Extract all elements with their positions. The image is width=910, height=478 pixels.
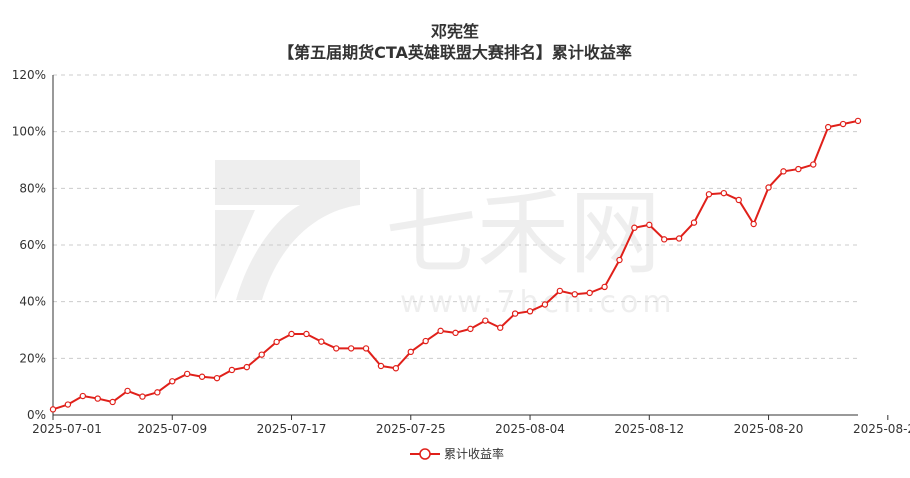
data-point[interactable] (541, 301, 549, 308)
data-point[interactable] (273, 338, 280, 346)
data-point[interactable] (780, 168, 787, 175)
svg-text:www.7hcn.com: www.7hcn.com (400, 285, 676, 320)
data-point[interactable] (571, 291, 578, 298)
data-point[interactable] (169, 378, 176, 385)
data-point[interactable] (49, 406, 57, 413)
data-point[interactable] (183, 370, 191, 378)
data-point[interactable] (124, 387, 131, 395)
data-point[interactable] (422, 337, 429, 345)
legend[interactable]: 累计收益率 (410, 446, 504, 461)
x-tick-label: 2025-07-17 (257, 422, 327, 436)
legend-label: 累计收益率 (444, 446, 504, 461)
data-point[interactable] (631, 224, 638, 231)
data-point[interactable] (586, 289, 593, 297)
data-point[interactable] (333, 345, 340, 352)
data-point[interactable] (839, 120, 847, 128)
x-tick-label: 2025-07-09 (137, 422, 207, 436)
data-point[interactable] (377, 362, 385, 370)
data-point[interactable] (213, 374, 221, 382)
grid-lines (53, 74, 858, 359)
data-point[interactable] (154, 389, 161, 396)
data-point[interactable] (556, 287, 564, 295)
y-tick-label: 120% (12, 68, 46, 82)
data-point[interactable] (109, 398, 116, 406)
data-point[interactable] (735, 196, 742, 204)
data-point[interactable] (94, 395, 101, 402)
data-point[interactable] (616, 256, 623, 264)
watermark-logo: 七禾网 www.7hcn.com (215, 160, 676, 320)
chart-title: 邓宪笙 (431, 22, 479, 41)
data-point[interactable] (64, 401, 72, 408)
data-point[interactable] (318, 338, 325, 345)
data-point[interactable] (258, 351, 265, 358)
data-point[interactable] (824, 123, 832, 131)
y-tick-label: 20% (19, 351, 46, 365)
y-tick-label: 80% (19, 181, 46, 195)
data-point[interactable] (690, 219, 698, 226)
x-tick-label: 2025-08-04 (495, 422, 565, 436)
y-axis-ticks: 0% 20% 40% 60% 80% 100% 120% (12, 68, 46, 422)
series-layer (49, 117, 862, 413)
x-tick-label: 2025-07-01 (32, 422, 102, 436)
svg-text:七禾网: 七禾网 (385, 180, 661, 287)
data-point[interactable] (482, 317, 489, 324)
y-tick-label: 40% (19, 295, 46, 309)
x-tick-label: 2025-08-20 (734, 422, 804, 436)
x-tick-label: 2025-08-12 (614, 422, 684, 436)
data-point[interactable] (362, 345, 370, 352)
data-point[interactable] (303, 330, 310, 338)
data-point[interactable] (765, 184, 772, 191)
data-point[interactable] (347, 345, 355, 352)
data-point[interactable] (854, 117, 862, 125)
chart-subtitle: 【第五届期货CTA英雄联盟大赛排名】累计收益率 (278, 43, 632, 62)
y-tick-label: 100% (12, 125, 46, 139)
x-tick-label: 2025-08-28 (853, 422, 910, 436)
y-tick-label: 0% (27, 408, 46, 422)
data-point[interactable] (750, 220, 757, 228)
data-point[interactable] (79, 392, 87, 400)
data-point[interactable] (526, 308, 534, 315)
data-point[interactable] (497, 324, 504, 331)
data-point[interactable] (228, 366, 236, 374)
x-tick-label: 2025-07-25 (376, 422, 446, 436)
data-point[interactable] (661, 236, 668, 243)
data-point[interactable] (675, 235, 683, 242)
data-point[interactable] (243, 363, 250, 371)
data-point[interactable] (407, 348, 414, 356)
data-point[interactable] (720, 189, 728, 197)
data-point[interactable] (467, 325, 474, 333)
data-point[interactable] (198, 373, 206, 380)
data-point[interactable] (288, 330, 295, 338)
data-point[interactable] (810, 161, 817, 168)
data-point[interactable] (437, 327, 444, 335)
x-axis-ticks: 2025-07-01 2025-07-09 2025-07-17 2025-07-25… (32, 415, 910, 436)
data-point[interactable] (795, 165, 802, 173)
data-point[interactable] (392, 365, 400, 372)
data-point[interactable] (705, 191, 713, 198)
y-tick-label: 60% (19, 238, 46, 252)
data-point[interactable] (139, 393, 146, 400)
data-point[interactable] (452, 329, 459, 337)
data-point[interactable] (646, 221, 653, 229)
data-point[interactable] (511, 310, 519, 317)
legend-circle-marker (419, 448, 431, 460)
data-point[interactable] (601, 283, 608, 291)
axes (52, 75, 858, 416)
